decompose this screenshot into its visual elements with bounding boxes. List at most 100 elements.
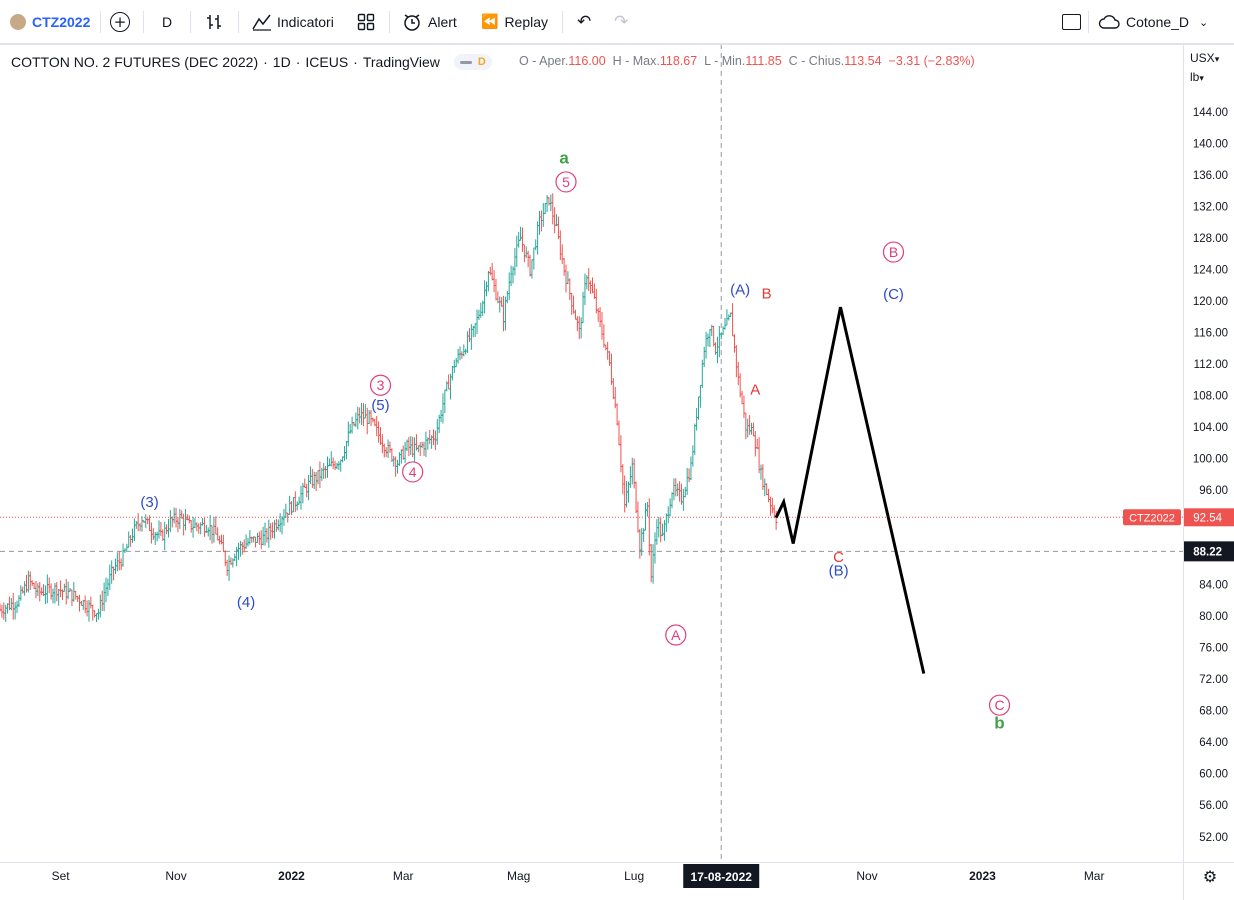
crosshair-date-label: 17-08-2022 (691, 870, 753, 884)
ohlc-bar (753, 431, 757, 457)
bar-chart-type-icon (207, 15, 221, 29)
ohlc-bar (47, 577, 51, 594)
fullscreen-button[interactable] (1062, 0, 1081, 44)
currency-unit-button[interactable]: USX▾ (1190, 51, 1219, 65)
ohlc-bar (638, 528, 642, 559)
ohlc-bar (70, 589, 74, 607)
wave-label: 5 (562, 174, 570, 190)
ohlc-bar (197, 523, 201, 534)
ohlc-bar (380, 434, 384, 454)
ohlc-bar (129, 535, 133, 547)
ohlc-bar (136, 513, 140, 532)
ohlc-bar (339, 459, 343, 472)
ohlc-bar (388, 441, 392, 453)
ohlc-bar (187, 515, 191, 524)
ohlc-bar (693, 423, 697, 455)
redo-button[interactable]: ↷ (614, 0, 628, 44)
price-tick-label: 96.00 (1199, 485, 1228, 497)
settings-gear-icon[interactable]: ⚙ (1203, 867, 1217, 886)
ohlc-bar (687, 468, 691, 483)
ohlc-bar (367, 410, 371, 425)
ohlc-bar (591, 277, 595, 294)
weight-unit-button[interactable]: lb▾ (1190, 70, 1204, 84)
ohlc-bar (585, 275, 589, 290)
price-tick-label: 112.00 (1194, 359, 1228, 371)
ohlc-bar (134, 520, 138, 529)
ohlc-bar (538, 211, 542, 235)
ohlc-bar (356, 406, 360, 430)
ohlc-bar (17, 595, 21, 608)
ohlc-bar (515, 235, 519, 267)
templates-button[interactable] (357, 0, 375, 44)
alert-button[interactable]: Alert (402, 0, 457, 44)
wave-label-circle (882, 241, 905, 263)
time-tick-label: Set (52, 869, 71, 883)
projection-layer (774, 306, 926, 674)
ohlc-bar (645, 501, 649, 517)
ohlc-bar (454, 357, 458, 368)
ohlc-bar (271, 522, 275, 538)
ohlc-bar (28, 571, 32, 591)
price-tick-label: 100.00 (1193, 454, 1228, 466)
ohlc-bar (702, 346, 706, 368)
ohlc-bar (483, 280, 487, 314)
ohlc-bar (0, 605, 4, 618)
indicators-button[interactable]: Indicatori (252, 0, 334, 44)
ohlc-bar (365, 407, 369, 435)
market-status-pill[interactable]: D (453, 54, 492, 70)
ohlc-bar (719, 333, 723, 340)
ohlc-bar (303, 478, 307, 488)
ohlc-bar (6, 603, 10, 614)
ohlc-bar (127, 531, 131, 548)
price-tick-label: 144.00 (1193, 107, 1228, 119)
ohlc-bar (333, 460, 337, 471)
toolbar-divider (238, 11, 239, 33)
price-tick-label: 64.00 (1199, 737, 1228, 749)
ohlc-bar (299, 485, 303, 510)
interval-button[interactable]: D (162, 0, 172, 44)
undo-button[interactable]: ↶ (577, 0, 591, 44)
ohlc-bar (449, 373, 453, 400)
ohlc-bar (21, 586, 25, 594)
ohlc-bar (547, 197, 551, 206)
ohlc-bar (727, 314, 731, 321)
ohlc-bar (267, 519, 271, 548)
ohlc-bar (431, 429, 435, 445)
ohlc-bar (503, 296, 507, 331)
ohlc-bar (659, 518, 663, 543)
symbol-search[interactable]: CTZ2022 (10, 0, 90, 44)
ohlc-bar (742, 395, 746, 418)
ohlc-bar (403, 441, 407, 464)
ohlc-bar (617, 420, 621, 446)
last-price-box (1184, 508, 1234, 527)
ohlc-bar (195, 522, 199, 532)
ohlc-bar (651, 544, 655, 584)
ohlc-bar (485, 281, 489, 297)
ohlc-bar (176, 516, 180, 533)
ohlc-bar (206, 527, 210, 537)
replay-button[interactable]: ⏪ Replay (481, 0, 548, 44)
compare-button[interactable]: + (110, 0, 130, 44)
symbol-tag-label: CTZ2022 (1129, 512, 1175, 524)
price-tick-label: 140.00 (1193, 138, 1228, 150)
ohlc-bar (570, 292, 574, 315)
time-tick-label: 2023 (969, 869, 996, 883)
ohlc-bar (350, 416, 354, 434)
wave-label: (B) (829, 563, 849, 580)
price-tick-label: 108.00 (1193, 390, 1228, 402)
ohlc-bar (255, 532, 259, 544)
toolbar-divider (100, 11, 101, 33)
ohlc-bar (263, 522, 267, 546)
price-tick-label: 68.00 (1199, 706, 1228, 718)
crosshair-price-box (1184, 541, 1234, 562)
layout-menu-button[interactable]: Cotone_D ⌄ (1098, 0, 1208, 44)
ohlc-bar (695, 408, 699, 431)
ohlc-bar (259, 530, 263, 550)
ohlc-bar (284, 503, 288, 518)
ohlc-bar (396, 459, 400, 474)
ohlc-bar (295, 501, 299, 511)
chart-type-button[interactable] (205, 0, 223, 44)
ohlc-bar (55, 581, 59, 602)
low-label: L - Min. (704, 54, 746, 68)
